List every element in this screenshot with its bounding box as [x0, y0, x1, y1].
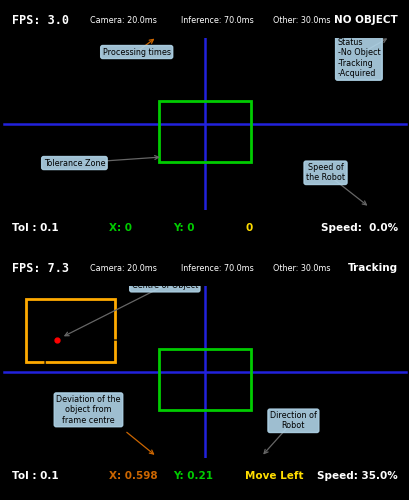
Text: Tracking: Tracking	[347, 263, 397, 273]
Text: Inference: 70.0ms: Inference: 70.0ms	[180, 16, 253, 24]
Bar	[158, 350, 251, 410]
Bar	[4, 2, 405, 38]
Text: 0: 0	[245, 223, 252, 233]
Bar	[4, 250, 405, 286]
Text: X: 0.598: X: 0.598	[108, 471, 157, 481]
Text: 0.1: 0.1	[122, 356, 134, 365]
Bar	[158, 102, 251, 162]
Text: Other: 30.0ms: Other: 30.0ms	[273, 16, 330, 24]
Text: Tol : 0.1: Tol : 0.1	[12, 223, 58, 233]
Text: Speed: 35.0%: Speed: 35.0%	[316, 471, 397, 481]
Text: Status
-No Object
-Tracking
-Acquired: Status -No Object -Tracking -Acquired	[337, 38, 379, 78]
Text: Processing times: Processing times	[102, 48, 170, 56]
Text: 0.1: 0.1	[222, 80, 234, 88]
Text: Other: 30.0ms: Other: 30.0ms	[273, 264, 330, 272]
Text: Direction of
Robot: Direction of Robot	[269, 411, 316, 430]
Bar	[26, 299, 114, 362]
Text: NO OBJECT: NO OBJECT	[333, 15, 397, 25]
Text: Speed:  0.0%: Speed: 0.0%	[320, 223, 397, 233]
Text: Speed of
the Robot: Speed of the Robot	[305, 163, 344, 182]
Text: Move Left: Move Left	[245, 471, 303, 481]
Text: FPS: 7.3: FPS: 7.3	[12, 262, 69, 274]
Text: Centre of Object: Centre of Object	[131, 281, 198, 290]
Text: Tol : 0.1: Tol : 0.1	[12, 471, 58, 481]
Text: Camera: 20.0ms: Camera: 20.0ms	[90, 16, 157, 24]
Text: 0.1: 0.1	[222, 328, 234, 336]
Bar	[4, 210, 405, 246]
Text: Y: 0.21: Y: 0.21	[173, 471, 212, 481]
Text: X: 0: X: 0	[108, 223, 131, 233]
Text: Inference: 70.0ms: Inference: 70.0ms	[180, 264, 253, 272]
Text: Y: 0: Y: 0	[173, 223, 194, 233]
Text: Deviation of the
object from
frame centre: Deviation of the object from frame centr…	[56, 395, 120, 424]
Text: FPS: 3.0: FPS: 3.0	[12, 14, 69, 26]
Text: 0.1: 0.1	[122, 108, 134, 117]
Bar	[4, 458, 405, 494]
Text: Camera: 20.0ms: Camera: 20.0ms	[90, 264, 157, 272]
Text: Tolerance Zone: Tolerance Zone	[43, 158, 105, 168]
